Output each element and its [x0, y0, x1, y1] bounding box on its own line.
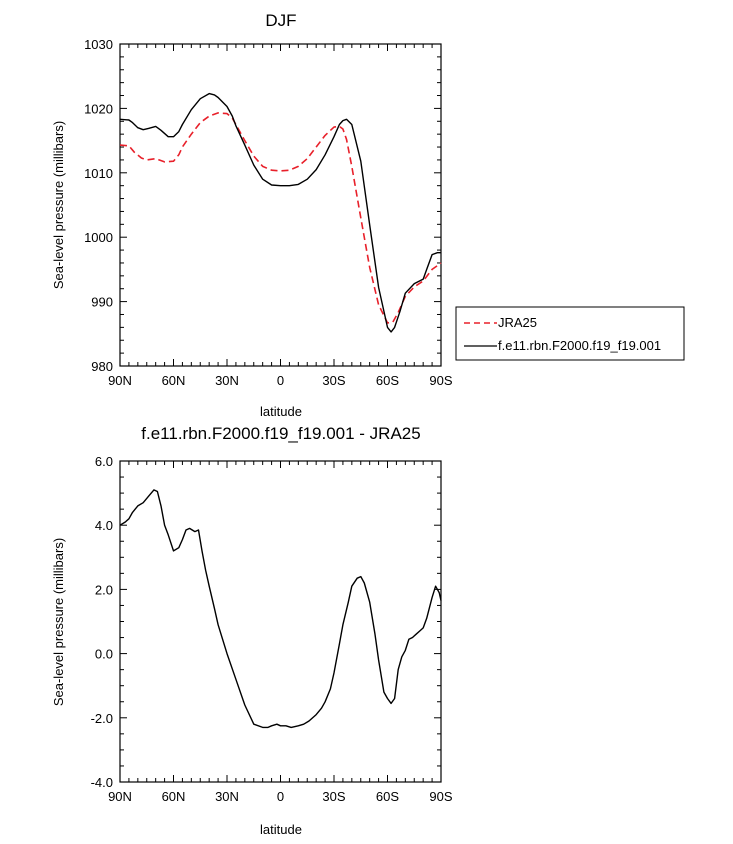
x-tick-label: 0 [277, 373, 284, 388]
legend: JRA25 f.e11.rbn.F2000.f19_f19.001 [455, 306, 685, 361]
top-chart-panel: DJF 90N 60N 30N 0 30S 60S 90S 980 990 1000 1010 10… [51, 11, 685, 419]
y-tick-label: 1020 [84, 101, 113, 116]
top-chart-series [119, 92, 442, 333]
x-tick-label: 60S [376, 373, 399, 388]
x-tick-label: 30N [215, 373, 239, 388]
x-tick-label: 90S [429, 373, 452, 388]
x-tick-label: 30S [322, 373, 345, 388]
y-tick-label: 1030 [84, 37, 113, 52]
y-tick-label: 1000 [84, 230, 113, 245]
bottom-chart-ticks [119, 460, 442, 783]
bottom-chart-panel: f.e11.rbn.F2000.f19_f19.001 - JRA25 90N 6… [51, 424, 453, 837]
bottom-chart-x-tick-labels: 90N 60N 30N 0 30S 60S 90S [108, 789, 453, 804]
bottom-chart-plot-frame [119, 460, 442, 783]
top-chart-title: DJF [265, 11, 296, 30]
y-tick-label: 990 [91, 295, 113, 310]
x-tick-label: 90N [108, 373, 132, 388]
bottom-chart-y-axis-label: Sea-level pressure (millibars) [51, 538, 66, 706]
bottom-chart-series [119, 489, 442, 729]
y-tick-label: 4.0 [95, 518, 113, 533]
series-line-model [119, 92, 441, 333]
bottom-chart-y-tick-labels: -4.0 -2.0 0.0 2.0 4.0 6.0 [91, 454, 113, 790]
y-tick-label: -2.0 [91, 711, 113, 726]
bottom-chart-title: f.e11.rbn.F2000.f19_f19.001 - JRA25 [141, 424, 420, 443]
top-chart-y-axis-label: Sea-level pressure (millibars) [51, 121, 66, 289]
legend-box [455, 306, 685, 361]
y-tick-label: 6.0 [95, 454, 113, 469]
series-line-difference [119, 489, 442, 729]
top-chart-x-axis-label: latitude [260, 404, 302, 419]
x-tick-label: 90S [429, 789, 452, 804]
top-chart-plot-frame [119, 43, 442, 367]
y-tick-label: -4.0 [91, 775, 113, 790]
x-tick-label: 60N [162, 789, 186, 804]
series-line-jra25 [119, 112, 442, 324]
y-tick-label: 2.0 [95, 582, 113, 597]
top-chart-y-tick-labels: 980 990 1000 1010 1020 1030 [84, 37, 113, 374]
y-tick-label: 980 [91, 359, 113, 374]
top-chart-ticks [119, 43, 442, 367]
y-tick-label: 1010 [84, 166, 113, 181]
top-chart-x-tick-labels: 90N 60N 30N 0 30S 60S 90S [108, 373, 453, 388]
y-tick-label: 0.0 [95, 647, 113, 662]
legend-label-model: f.e11.rbn.F2000.f19_f19.001 [498, 338, 661, 353]
x-tick-label: 90N [108, 789, 132, 804]
legend-label-jra25: JRA25 [498, 315, 537, 330]
x-tick-label: 60N [162, 373, 186, 388]
x-tick-label: 60S [376, 789, 399, 804]
x-tick-label: 30S [322, 789, 345, 804]
bottom-chart-x-axis-label: latitude [260, 822, 302, 837]
x-tick-label: 30N [215, 789, 239, 804]
x-tick-label: 0 [277, 789, 284, 804]
